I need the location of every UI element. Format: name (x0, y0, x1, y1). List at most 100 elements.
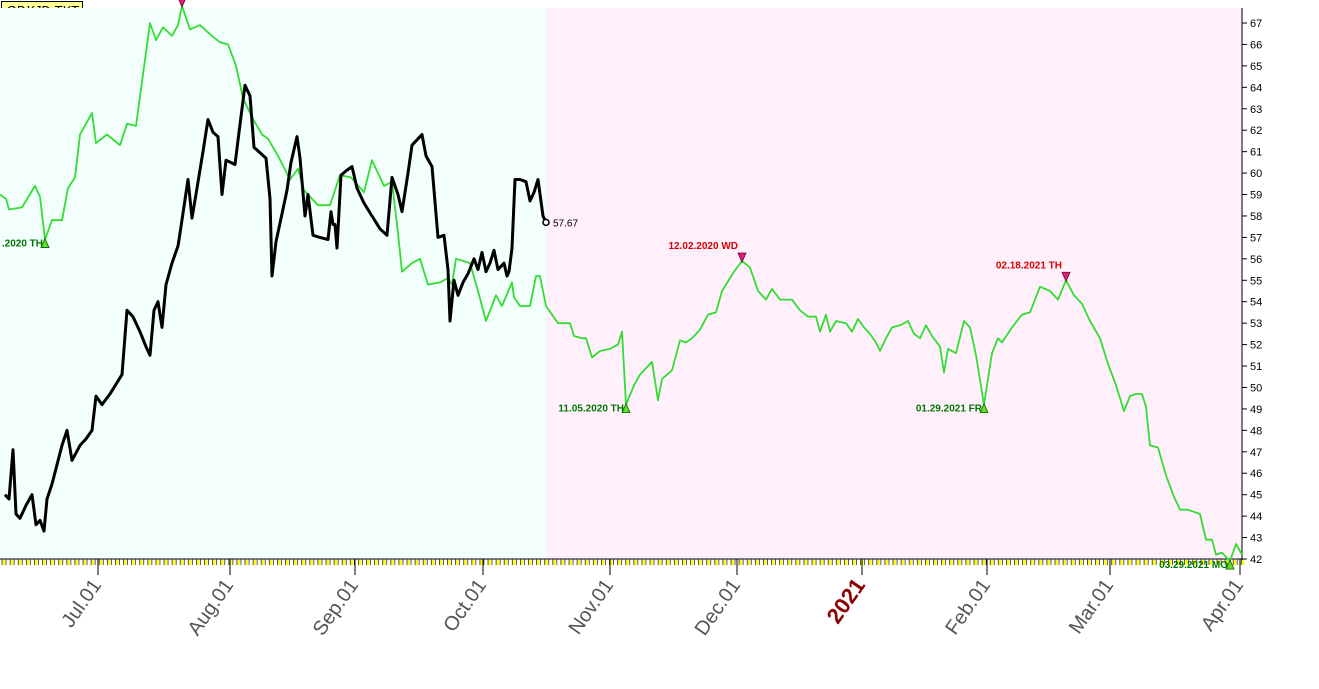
x-axis-minor-tick (147, 560, 151, 565)
x-axis-minor-tick (674, 560, 678, 565)
x-axis-minor-tick (901, 560, 905, 565)
x-axis-minor-tick (990, 560, 994, 565)
x-axis-minor-tick (569, 560, 572, 565)
high-marker (178, 0, 186, 8)
x-axis-minor-tick (1038, 560, 1042, 565)
x-axis-minor-tick (755, 560, 759, 565)
x-axis-minor-tick (91, 560, 95, 565)
low-marker (979, 402, 989, 414)
y-tick-label: 45 (1250, 490, 1262, 502)
x-axis-minor-tick (358, 560, 362, 565)
x-axis-minor-tick (155, 560, 159, 565)
low-label: 03.29.2021 MO (1159, 560, 1228, 571)
x-axis-minor-tick (852, 560, 856, 565)
x-axis-minor-tick (706, 560, 710, 565)
forecast-line (0, 4, 1243, 562)
y-tick-label: 55 (1250, 275, 1262, 287)
x-axis-minor-tick (83, 560, 86, 565)
x-axis-minor-tick (641, 560, 645, 565)
x-axis-minor-tick (366, 560, 370, 565)
y-tick-label: 46 (1250, 468, 1262, 480)
x-axis-minor-tick (682, 560, 686, 565)
y-tick-label: 63 (1250, 104, 1262, 116)
x-axis-minor-tick (998, 560, 1002, 565)
y-tick-label: 59 (1250, 190, 1262, 202)
x-axis-minor-tick (512, 560, 516, 565)
x-axis-minor-tick (763, 560, 767, 565)
y-tick-label: 65 (1250, 61, 1262, 73)
x-axis-minor-tick (301, 560, 305, 565)
x-axis-minor-tick (868, 560, 872, 565)
x-axis-minor-tick (471, 560, 475, 565)
x-axis-minor-tick (99, 560, 103, 565)
x-axis-minor-tick (423, 560, 427, 565)
x-axis-minor-tick (245, 560, 248, 565)
x-axis-minor-tick (261, 560, 265, 565)
x-axis-minor-tick (722, 560, 726, 565)
x-axis-minor-tick (1119, 560, 1123, 565)
x-axis-minor-tick (382, 560, 386, 565)
x-axis-minor-tick (974, 560, 977, 565)
x-axis-minor-tick (941, 560, 945, 565)
x-axis-minor-tick (220, 560, 224, 565)
x-axis-minor-tick (560, 560, 564, 565)
x-axis-minor-tick (115, 560, 119, 565)
x-axis-minor-tick (617, 560, 621, 565)
x-axis-minor-tick (447, 560, 451, 565)
x-axis-minor-tick (123, 560, 127, 565)
x-axis-minor-tick (107, 560, 111, 565)
x-axis-minor-tick (601, 560, 605, 565)
x-tick-label: Aug.01 (184, 575, 238, 640)
x-axis-minor-tick (398, 560, 402, 565)
x-axis-minor-tick (1103, 560, 1107, 565)
x-axis-minor-tick (439, 560, 443, 565)
low-marker (621, 402, 631, 414)
x-axis-minor-tick (1192, 560, 1196, 565)
x-tick-label: Sep.01 (309, 575, 363, 640)
x-axis-minor-tick (212, 560, 216, 565)
x-axis-minor-tick (236, 560, 240, 565)
x-axis-minor-tick (1079, 560, 1083, 565)
x-axis-minor-tick (739, 560, 743, 565)
x-axis-minor-tick (74, 560, 78, 565)
y-tick-label: 56 (1250, 254, 1262, 266)
x-axis-minor-tick (585, 560, 589, 565)
x-axis-minor-tick (609, 560, 613, 565)
x-axis-minor-tick (1111, 560, 1115, 565)
x-axis-minor-tick (309, 560, 313, 565)
x-axis-minor-tick (803, 560, 807, 565)
x-axis-minor-tick (18, 560, 22, 565)
x-axis-minor-tick (1055, 560, 1058, 565)
x-tick-label: Mar.01 (1065, 575, 1118, 638)
x-axis-minor-tick (577, 560, 581, 565)
x-axis-minor-tick (536, 560, 540, 565)
y-tick-label: 44 (1250, 511, 1262, 523)
high-marker (1061, 271, 1071, 283)
x-axis-minor-tick (909, 560, 913, 565)
x-axis-minor-tick (836, 560, 840, 565)
x-axis-minor-tick (933, 560, 937, 565)
x-axis-minor-tick (1241, 560, 1245, 565)
x-axis-minor-tick (431, 560, 435, 565)
y-tick-label: 66 (1250, 39, 1262, 51)
x-axis-minor-tick (844, 560, 848, 565)
x-axis-minor-tick (496, 560, 500, 565)
last-value-marker (542, 218, 550, 227)
x-axis-minor-tick (1160, 560, 1164, 565)
y-tick-label: 60 (1250, 168, 1262, 180)
x-axis-minor-tick (795, 560, 799, 565)
x-axis-minor-tick (253, 560, 257, 565)
y-tick-label: 48 (1250, 425, 1262, 437)
x-axis-minor-tick (666, 560, 670, 565)
x-axis-minor-tick (407, 560, 410, 565)
x-axis-minor-tick (488, 560, 491, 565)
x-tick-label: Apr.01 (1197, 575, 1248, 635)
x-axis-minor-tick (277, 560, 281, 565)
y-tick-label: 42 (1250, 554, 1262, 566)
x-axis-minor-tick (326, 560, 329, 565)
x-tick-label: Dec.01 (691, 575, 745, 640)
x-axis-minor-tick (334, 560, 338, 565)
x-axis-minor-tick (2, 560, 5, 565)
y-tick-label: 53 (1250, 318, 1262, 330)
